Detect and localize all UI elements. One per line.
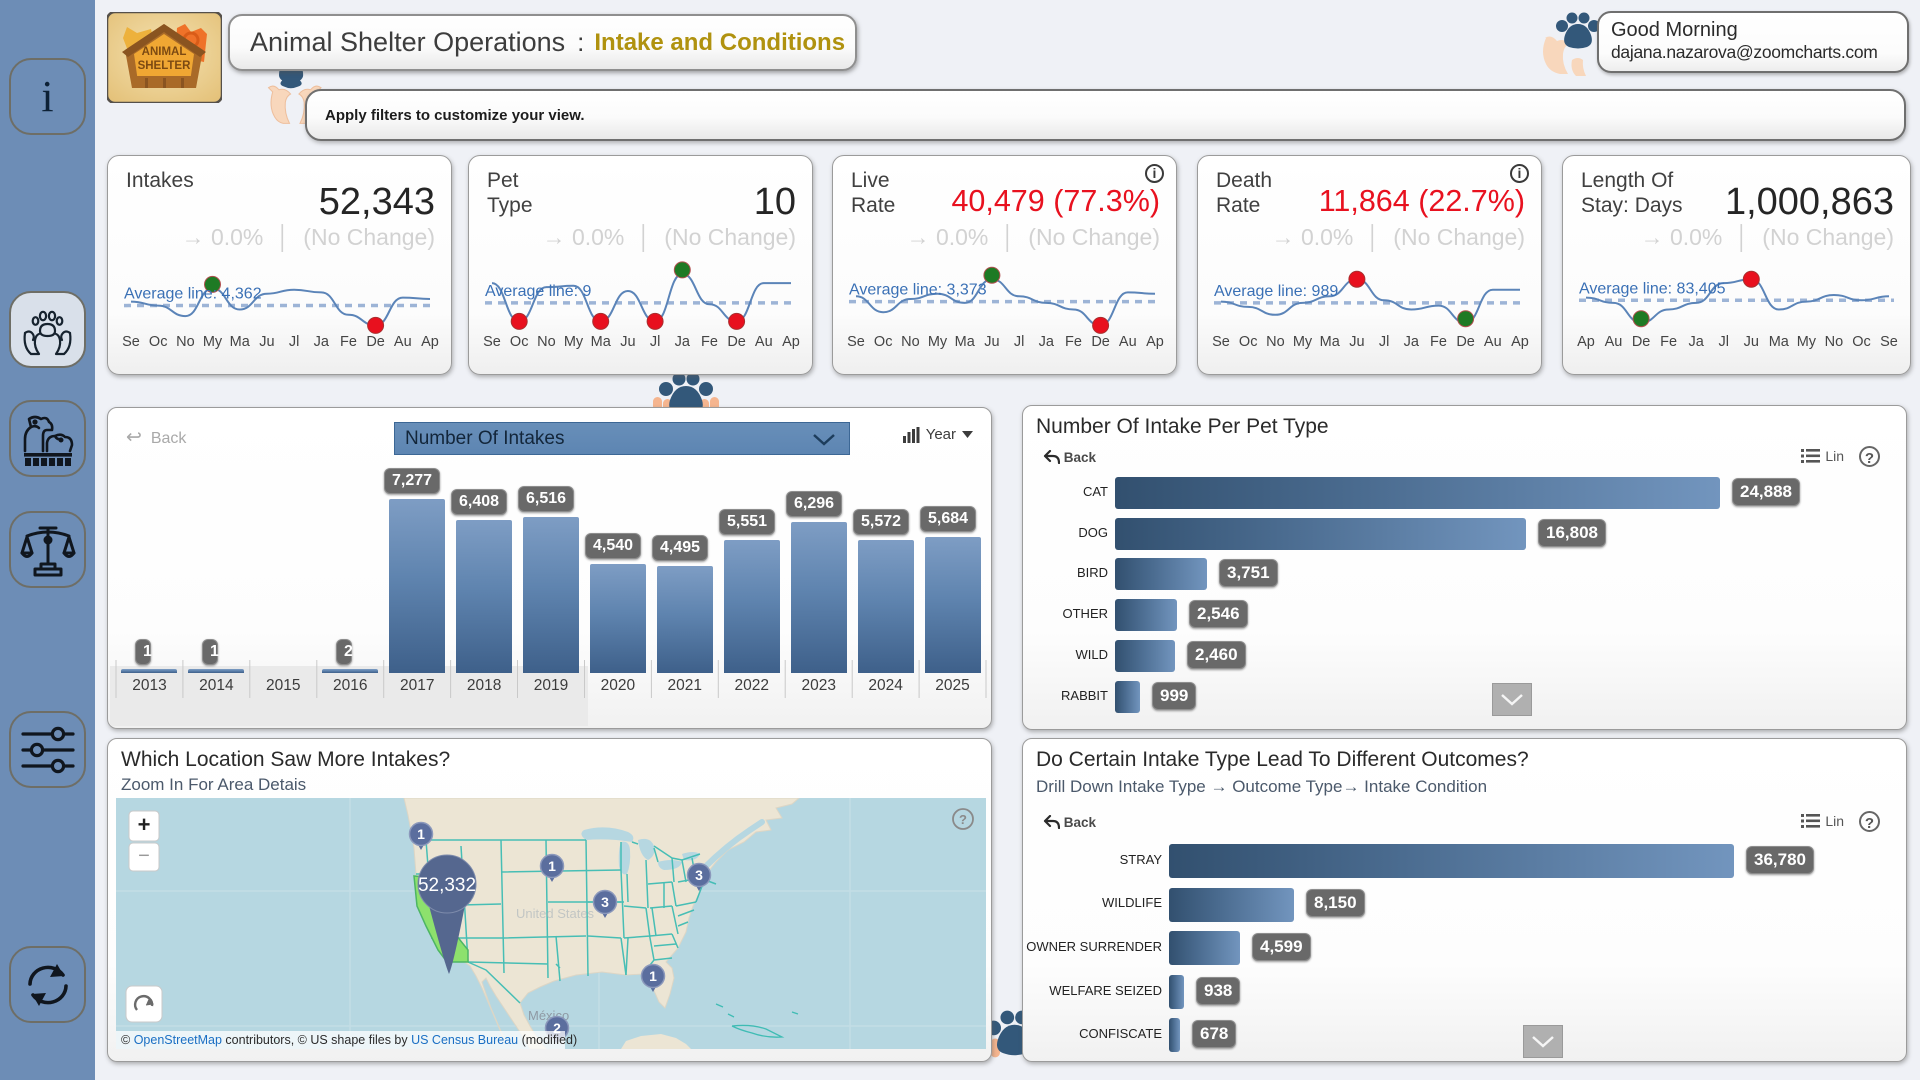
- svg-text:Fe: Fe: [1660, 334, 1677, 350]
- svg-text:Ja: Ja: [1689, 334, 1705, 350]
- svg-text:2016: 2016: [333, 677, 367, 694]
- svg-text:Ap: Ap: [421, 334, 439, 350]
- svg-text:Ja: Ja: [1404, 334, 1420, 350]
- svg-text:De: De: [366, 334, 385, 350]
- svg-text:2013: 2013: [132, 677, 166, 694]
- svg-text:No: No: [901, 334, 920, 350]
- svg-text:Jl: Jl: [650, 334, 660, 350]
- svg-text:United States: United States: [516, 906, 595, 921]
- svg-text:Oc: Oc: [1852, 334, 1871, 350]
- svg-text:Ja: Ja: [675, 334, 691, 350]
- svg-text:Oc: Oc: [874, 334, 893, 350]
- svg-text:3: 3: [695, 867, 703, 883]
- svg-text:Ma: Ma: [1320, 334, 1341, 350]
- svg-text:Oc: Oc: [1239, 334, 1258, 350]
- svg-text:Se: Se: [847, 334, 865, 350]
- svg-text:2023: 2023: [801, 677, 835, 694]
- svg-text:2: 2: [553, 1020, 561, 1036]
- svg-text:Ju: Ju: [984, 334, 999, 350]
- svg-text:Fe: Fe: [340, 334, 357, 350]
- svg-text:+: +: [138, 812, 151, 837]
- svg-text:Oc: Oc: [510, 334, 529, 350]
- svg-text:Ju: Ju: [1349, 334, 1364, 350]
- svg-text:?: ?: [959, 812, 967, 827]
- svg-text:Jl: Jl: [1014, 334, 1024, 350]
- svg-text:ANIMAL: ANIMAL: [142, 46, 187, 58]
- svg-text:2019: 2019: [534, 677, 568, 694]
- svg-text:© OpenStreetMap contributors,: © OpenStreetMap contributors, © US shape…: [121, 1033, 577, 1047]
- svg-text:Average line: 989: Average line: 989: [1214, 283, 1338, 300]
- svg-text:Au: Au: [1484, 334, 1502, 350]
- svg-text:2025: 2025: [935, 677, 969, 694]
- svg-text:Jl: Jl: [1718, 334, 1728, 350]
- svg-text:2014: 2014: [199, 677, 234, 694]
- svg-text:Ju: Ju: [259, 334, 274, 350]
- svg-text:Average line: 83,405: Average line: 83,405: [1579, 280, 1726, 297]
- svg-text:Jl: Jl: [289, 334, 299, 350]
- svg-text:De: De: [1632, 334, 1651, 350]
- svg-text:Ma: Ma: [955, 334, 976, 350]
- svg-text:My: My: [1293, 334, 1313, 350]
- svg-text:Jl: Jl: [1379, 334, 1389, 350]
- svg-text:My: My: [203, 334, 223, 350]
- svg-text:My: My: [564, 334, 584, 350]
- svg-text:My: My: [928, 334, 948, 350]
- svg-text:Ap: Ap: [782, 334, 800, 350]
- svg-text:Fe: Fe: [701, 334, 718, 350]
- svg-text:3: 3: [601, 894, 609, 910]
- svg-text:De: De: [1091, 334, 1110, 350]
- svg-text:Se: Se: [1212, 334, 1230, 350]
- svg-text:2021: 2021: [668, 677, 702, 694]
- svg-text:1: 1: [417, 826, 425, 842]
- svg-text:Ap: Ap: [1511, 334, 1529, 350]
- svg-text:No: No: [1266, 334, 1285, 350]
- svg-text:2017: 2017: [400, 677, 434, 694]
- svg-text:1: 1: [649, 968, 657, 984]
- svg-text:Oc: Oc: [149, 334, 168, 350]
- svg-text:−: −: [138, 845, 150, 867]
- svg-text:No: No: [176, 334, 195, 350]
- svg-text:Se: Se: [122, 334, 140, 350]
- svg-text:SHELTER: SHELTER: [138, 60, 192, 72]
- svg-text:Average line: 4,362: Average line: 4,362: [124, 286, 262, 303]
- svg-text:Au: Au: [1605, 334, 1623, 350]
- svg-text:52,332: 52,332: [418, 875, 476, 896]
- svg-text:Average line: 9: Average line: 9: [485, 283, 592, 300]
- svg-text:2022: 2022: [735, 677, 769, 694]
- svg-text:Average line: 3,373: Average line: 3,373: [849, 282, 987, 299]
- svg-text:Au: Au: [755, 334, 773, 350]
- svg-text:Ja: Ja: [314, 334, 330, 350]
- svg-text:Ju: Ju: [620, 334, 635, 350]
- svg-text:My: My: [1797, 334, 1817, 350]
- svg-text:Ju: Ju: [1744, 334, 1759, 350]
- svg-text:Ma: Ma: [1769, 334, 1790, 350]
- svg-text:No: No: [537, 334, 556, 350]
- svg-text:Se: Se: [483, 334, 501, 350]
- svg-text:Ma: Ma: [230, 334, 251, 350]
- svg-text:2018: 2018: [467, 677, 501, 694]
- svg-text:Ja: Ja: [1039, 334, 1055, 350]
- svg-text:1: 1: [548, 858, 556, 874]
- svg-text:Fe: Fe: [1430, 334, 1447, 350]
- svg-text:Ap: Ap: [1577, 334, 1595, 350]
- svg-text:2024: 2024: [868, 677, 903, 694]
- svg-text:Au: Au: [1119, 334, 1137, 350]
- svg-text:2020: 2020: [601, 677, 636, 694]
- svg-text:Ap: Ap: [1146, 334, 1164, 350]
- svg-text:Au: Au: [394, 334, 412, 350]
- svg-text:Fe: Fe: [1065, 334, 1082, 350]
- svg-text:De: De: [727, 334, 746, 350]
- svg-text:No: No: [1825, 334, 1844, 350]
- svg-text:2015: 2015: [266, 677, 300, 694]
- svg-text:Ma: Ma: [591, 334, 612, 350]
- svg-text:De: De: [1456, 334, 1475, 350]
- svg-text:Se: Se: [1880, 334, 1898, 350]
